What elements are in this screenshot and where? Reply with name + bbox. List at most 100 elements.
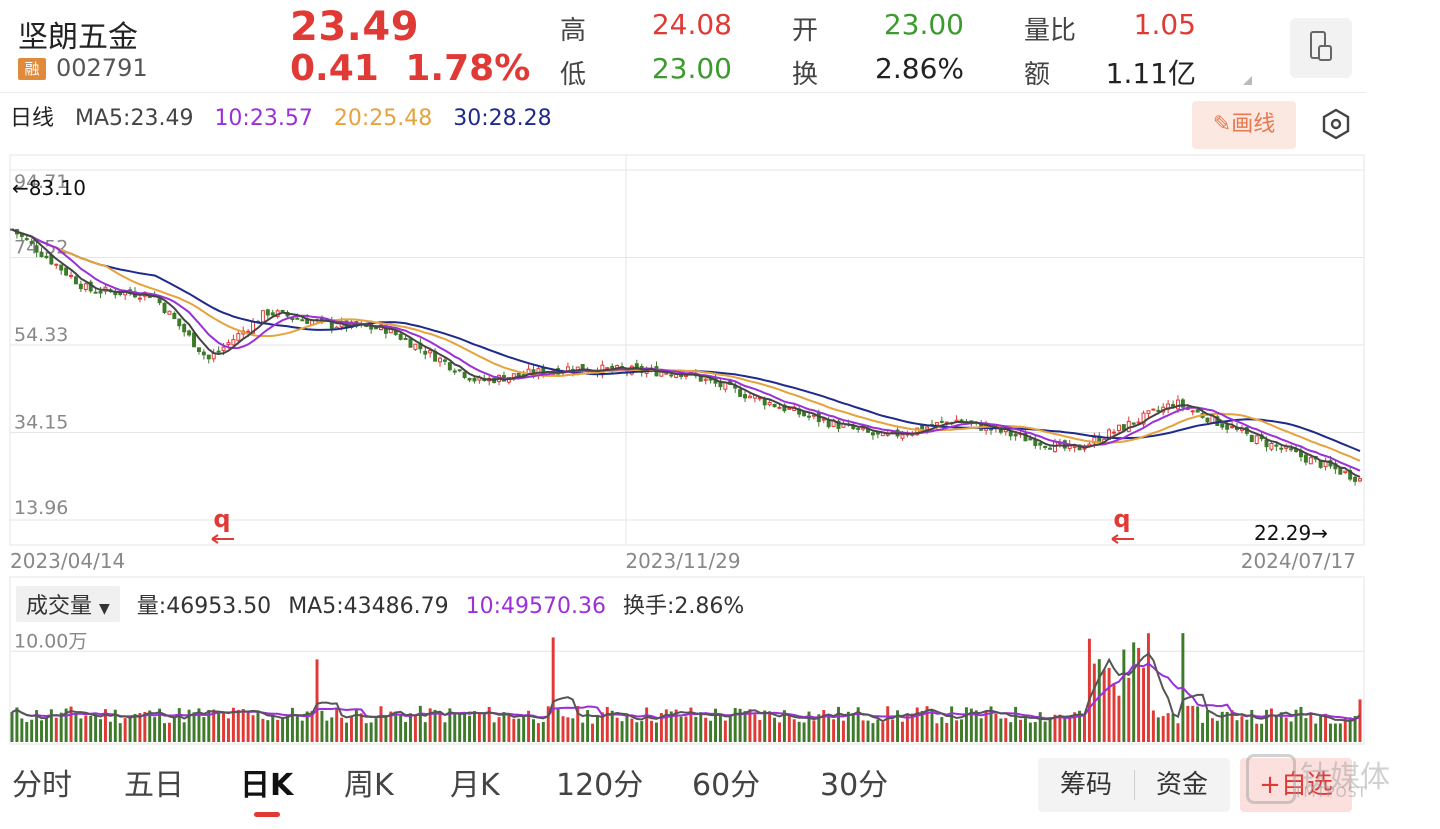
tab-five-day[interactable]: 五日 xyxy=(124,768,184,803)
volume-bar xyxy=(364,723,368,742)
volume-bar xyxy=(1048,717,1052,742)
volume-bar xyxy=(846,711,850,742)
volume-bar xyxy=(74,714,78,742)
settings-button[interactable] xyxy=(1318,106,1354,142)
candle-body xyxy=(1279,447,1284,450)
volume-bar xyxy=(527,710,531,742)
candle-body xyxy=(39,251,44,258)
volume-bar xyxy=(743,711,747,742)
volume-bar xyxy=(1210,718,1214,742)
volume-bar xyxy=(472,711,476,742)
volume-bar xyxy=(581,722,585,742)
volume-bar xyxy=(896,710,900,742)
tab-daily-k[interactable]: 日K xyxy=(240,768,294,803)
candle-body xyxy=(1264,439,1269,448)
watermark-t-icon xyxy=(1246,753,1296,804)
volume-bar xyxy=(482,713,486,742)
volume-bar xyxy=(1329,723,1332,742)
volume-bar xyxy=(502,712,506,742)
candle-body xyxy=(447,362,452,371)
add-favorite-button[interactable]: +自选 xyxy=(1240,758,1352,812)
volume-bar xyxy=(551,637,555,742)
volume-bar xyxy=(704,717,708,742)
tab-30min[interactable]: 30分 xyxy=(820,768,889,803)
volume-bar xyxy=(1053,714,1057,742)
volume-bar xyxy=(404,722,408,742)
tab-intraday[interactable]: 分时 xyxy=(12,768,72,803)
candle-body xyxy=(236,333,241,341)
volume-bar xyxy=(969,708,973,742)
volume-bar xyxy=(192,712,196,742)
candle-body xyxy=(265,309,270,316)
volume-bar xyxy=(1078,710,1082,742)
volume-bar xyxy=(1250,709,1254,742)
volume-bar xyxy=(266,720,270,742)
volume-bar xyxy=(718,714,722,742)
candle-body xyxy=(1023,433,1028,442)
candle-body xyxy=(1112,431,1116,434)
candle-body xyxy=(664,372,669,375)
chips-funds-group: 筹码 资金 xyxy=(1038,758,1230,812)
candle-body xyxy=(1008,431,1013,437)
candle-body xyxy=(743,394,748,399)
volume-bar xyxy=(212,709,216,742)
volume-bar xyxy=(822,709,826,742)
tab-120min[interactable]: 120分 xyxy=(556,768,644,803)
landscape-toggle-button[interactable] xyxy=(1290,18,1352,78)
volume-bar xyxy=(64,708,68,742)
tab-60min[interactable]: 60分 xyxy=(692,768,761,803)
candle-body xyxy=(59,264,64,271)
candle-body xyxy=(1303,454,1308,463)
candle-body xyxy=(1338,467,1343,475)
candle-body xyxy=(462,371,467,378)
volume-bar xyxy=(1151,710,1155,742)
volume-bar xyxy=(79,718,83,742)
volume-bar xyxy=(384,715,388,742)
volume-bar xyxy=(320,710,324,742)
candle-body xyxy=(29,240,34,244)
candle-body xyxy=(1205,417,1210,423)
volchart-frame xyxy=(9,576,1365,745)
candle-body xyxy=(1116,424,1121,432)
volume-bar xyxy=(286,714,289,742)
volume-bar xyxy=(984,710,988,742)
funds-button[interactable]: 资金 xyxy=(1156,770,1209,800)
active-tab-indicator xyxy=(254,812,280,817)
chips-button[interactable]: 筹码 xyxy=(1060,770,1113,800)
tab-weekly-k[interactable]: 周K xyxy=(344,768,394,803)
volume-bar xyxy=(40,720,43,742)
volume-bar xyxy=(994,713,998,742)
period-label: 日线 xyxy=(10,106,55,131)
volume-bar xyxy=(522,716,526,742)
volume-bar xyxy=(399,715,403,742)
volume-bar xyxy=(1102,669,1106,742)
volume-chart[interactable]: 10.00万 xyxy=(0,575,1370,750)
candle-body xyxy=(807,415,811,418)
volume-bar xyxy=(674,709,678,742)
draw-line-button[interactable]: ✎画线 xyxy=(1192,101,1296,149)
volume-bar xyxy=(448,708,452,742)
volume-bar xyxy=(94,713,98,742)
volume-bar xyxy=(532,719,535,742)
volume-bar xyxy=(1068,718,1072,742)
volume-bar xyxy=(369,722,373,742)
volume-bar xyxy=(1161,716,1165,742)
stat-value-low: 23.00 xyxy=(651,52,732,85)
ma-legend: 日线 MA5:23.49 10:23.57 20:25.48 30:28.28 xyxy=(10,100,566,132)
tab-monthly-k[interactable]: 月K xyxy=(450,768,500,803)
volume-bar xyxy=(241,709,245,742)
volume-indicator-select[interactable]: 成交量 ▼ xyxy=(16,586,120,622)
stat-label-low: 低 xyxy=(560,60,587,90)
volume-bar xyxy=(694,716,698,742)
candle-body xyxy=(856,427,861,430)
volume-bar xyxy=(915,707,919,742)
volume-bar xyxy=(999,718,1003,742)
volume-bar xyxy=(517,718,521,742)
stat-value-amount: 1.11亿 xyxy=(1105,57,1196,90)
candle-body xyxy=(703,378,708,381)
expand-corner-icon[interactable] xyxy=(1243,76,1252,85)
candle-body xyxy=(1289,448,1294,451)
candle-body xyxy=(1358,478,1362,482)
volume-bar xyxy=(187,709,191,742)
